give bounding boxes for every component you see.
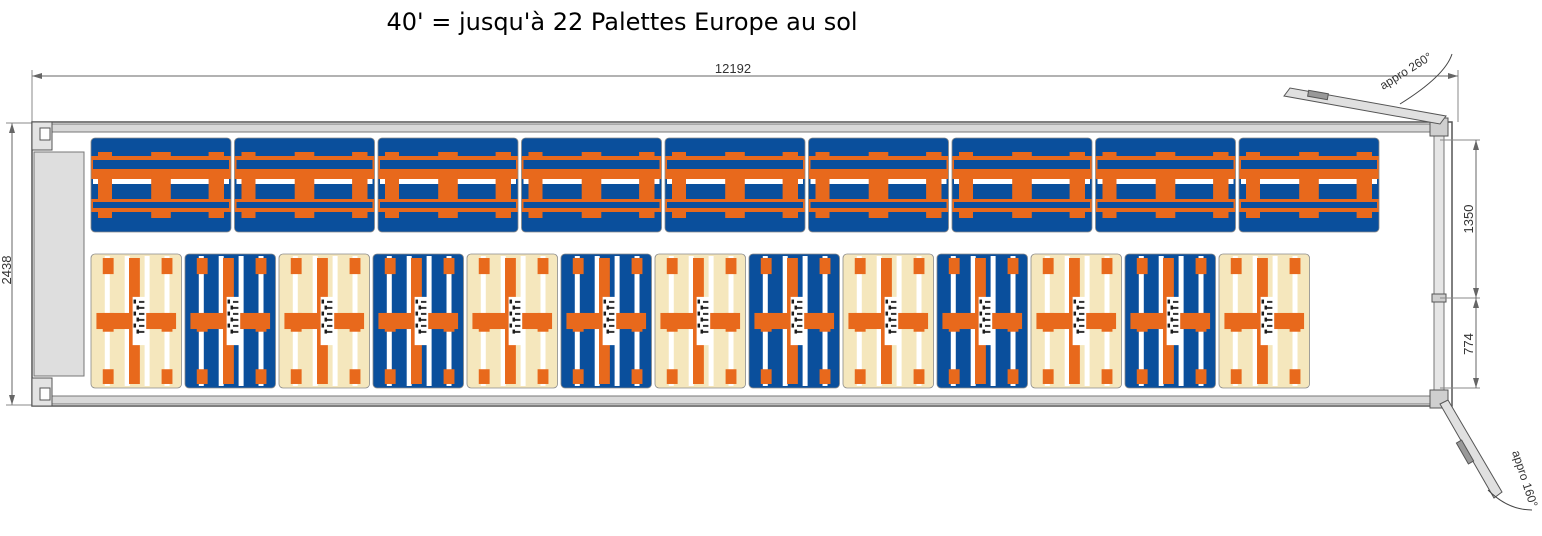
pallet-crosswise bbox=[654, 253, 746, 389]
pallet-crosswise bbox=[1218, 253, 1310, 389]
pallet-lengthwise bbox=[234, 137, 375, 233]
pallet-lengthwise bbox=[951, 137, 1093, 233]
pallet-crosswise bbox=[748, 253, 840, 389]
pallet-crosswise bbox=[560, 253, 652, 389]
pallet-crosswise bbox=[90, 253, 182, 389]
pallet-crosswise bbox=[372, 253, 464, 389]
length-label: 12192 bbox=[715, 61, 751, 76]
door-top: appro 260° bbox=[1283, 49, 1453, 125]
pallet-lengthwise bbox=[377, 137, 519, 233]
pallet-lengthwise bbox=[1095, 137, 1236, 233]
pallet-crosswise bbox=[1124, 253, 1216, 389]
pallet-crosswise bbox=[278, 253, 370, 389]
diagram-title: 40' = jusqu'à 22 Palettes Europe au sol bbox=[386, 8, 858, 36]
pallet-crosswise bbox=[842, 253, 934, 389]
width-label: 2438 bbox=[0, 256, 14, 285]
pallet-row-lengthwise bbox=[90, 137, 1380, 233]
door-offset-bottom-label: 774 bbox=[1461, 333, 1476, 355]
pallet-crosswise bbox=[936, 253, 1028, 389]
pallet-crosswise bbox=[1030, 253, 1122, 389]
pallet-row-crosswise bbox=[90, 253, 1310, 389]
pallet-lengthwise bbox=[808, 137, 949, 233]
pallet-lengthwise bbox=[90, 137, 232, 233]
door-bottom-angle: appro 160° bbox=[1509, 449, 1541, 509]
width-dimension: 2438 bbox=[0, 122, 40, 406]
pallet-lengthwise bbox=[521, 137, 662, 233]
door-offset-dimensions: 1350 774 bbox=[1440, 139, 1480, 389]
length-dimension: 12192 bbox=[31, 61, 1459, 122]
pallet-lengthwise bbox=[1238, 137, 1380, 233]
door-offset-top-label: 1350 bbox=[1461, 205, 1476, 234]
door-bottom: appro 160° bbox=[1439, 399, 1541, 511]
pallet-lengthwise bbox=[664, 137, 806, 233]
pallet-crosswise bbox=[466, 253, 558, 389]
pallet-crosswise bbox=[184, 253, 276, 389]
